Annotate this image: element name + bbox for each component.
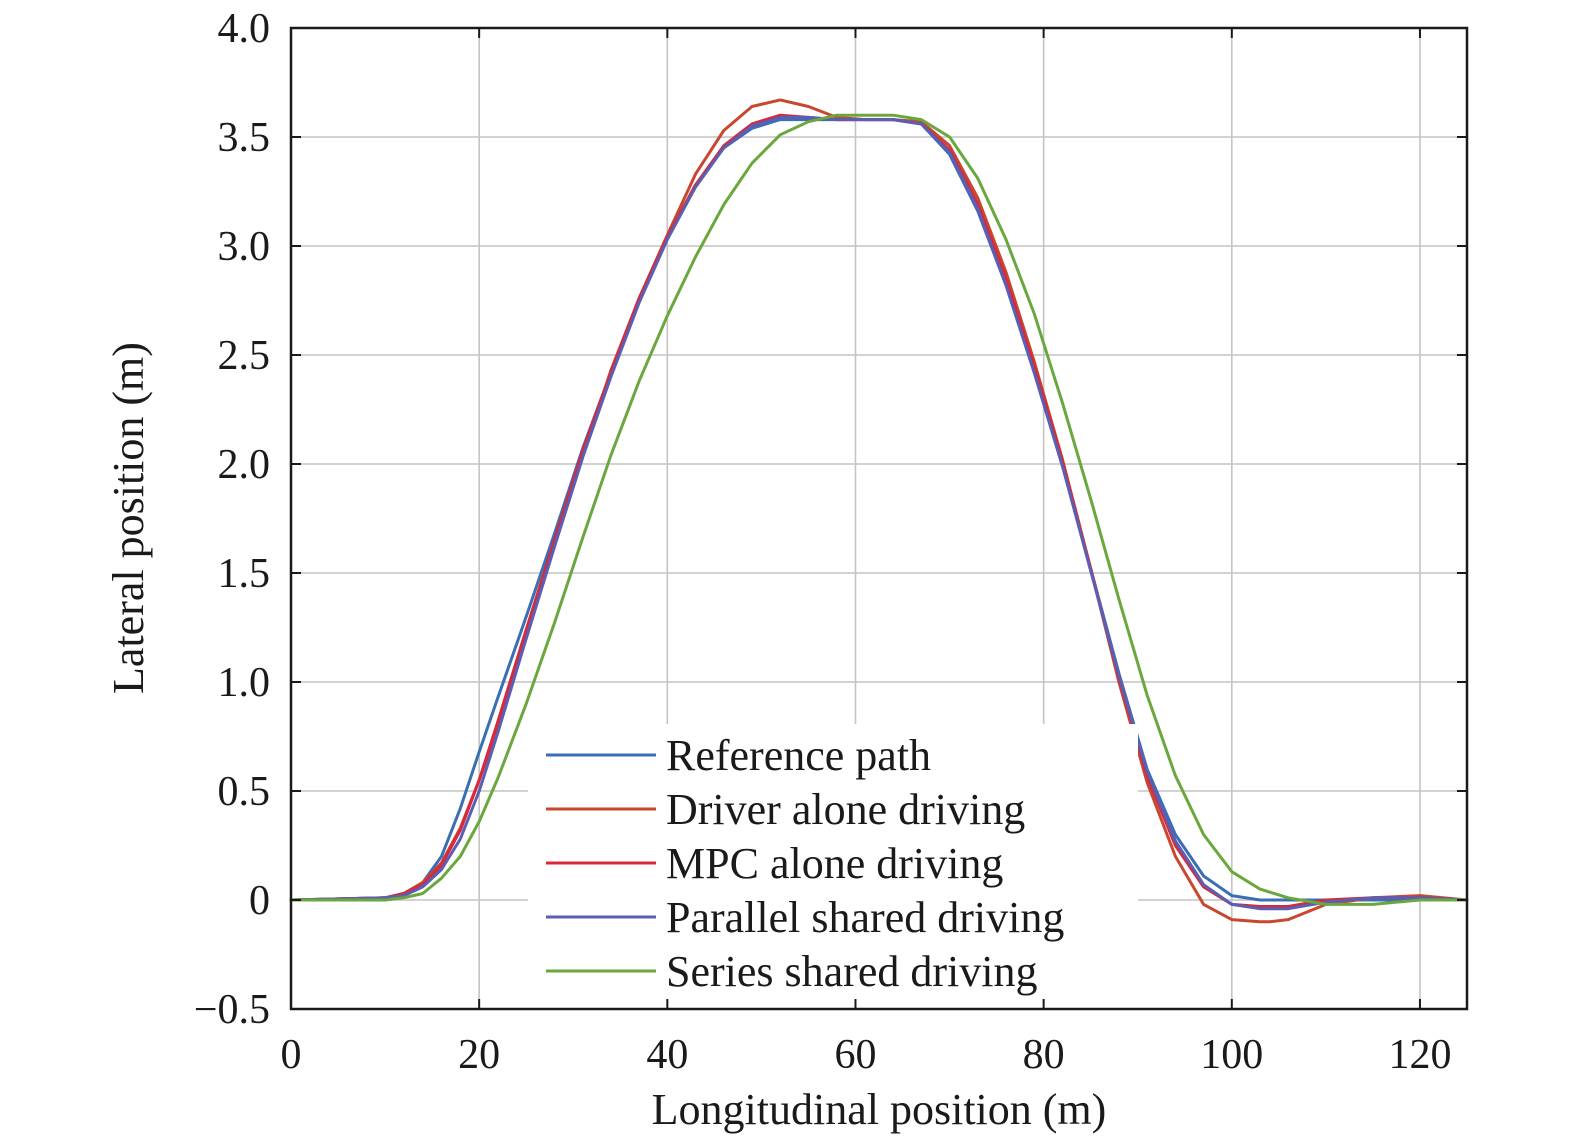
y-tick-label: 2.5: [218, 333, 271, 379]
y-tick-label: 0: [249, 878, 270, 924]
x-tick-label: 20: [458, 1032, 500, 1078]
x-tick-label: 80: [1023, 1032, 1065, 1078]
series-line-series-shared-driving: [289, 113, 1469, 906]
legend-label: Reference path: [666, 731, 931, 780]
series-line-parallel-shared-driving: [289, 115, 1469, 911]
x-tick-labels: 0 20 40 60 80 100 120: [281, 1032, 1452, 1078]
x-tick-label: 60: [834, 1032, 876, 1078]
y-tick-label: 4.0: [218, 6, 271, 52]
x-tick-label: 40: [646, 1032, 688, 1078]
axis-ticks: [290, 27, 1467, 1010]
y-tick-label: −0.5: [194, 987, 270, 1033]
y-tick-label: 3.5: [218, 115, 271, 161]
y-tick-label: 1.0: [218, 660, 271, 706]
series-layer: [289, 98, 1469, 924]
x-axis-label: Longitudinal position (m): [652, 1085, 1107, 1134]
y-tick-label: 3.0: [218, 224, 271, 270]
x-tick-label: 100: [1200, 1032, 1263, 1078]
x-tick-label: 120: [1388, 1032, 1451, 1078]
legend: Reference path Driver alone driving MPC al…: [528, 724, 1138, 999]
legend-label: Parallel shared driving: [666, 893, 1064, 942]
legend-label: MPC alone driving: [666, 839, 1003, 888]
grid-lines: [291, 28, 1467, 1009]
x-tick-label: 0: [281, 1032, 302, 1078]
legend-label: Driver alone driving: [666, 785, 1025, 834]
y-tick-label: 1.5: [218, 551, 271, 597]
y-tick-label: 2.0: [218, 442, 271, 488]
y-tick-label: 0.5: [218, 769, 271, 815]
y-tick-labels: −0.5 0 0.5 1.0 1.5 2.0 2.5 3.0 3.5 4.0: [194, 6, 270, 1033]
legend-label: Series shared driving: [666, 947, 1037, 996]
plot-frame: [289, 26, 1469, 1011]
y-axis-label: Lateral position (m): [104, 342, 153, 694]
